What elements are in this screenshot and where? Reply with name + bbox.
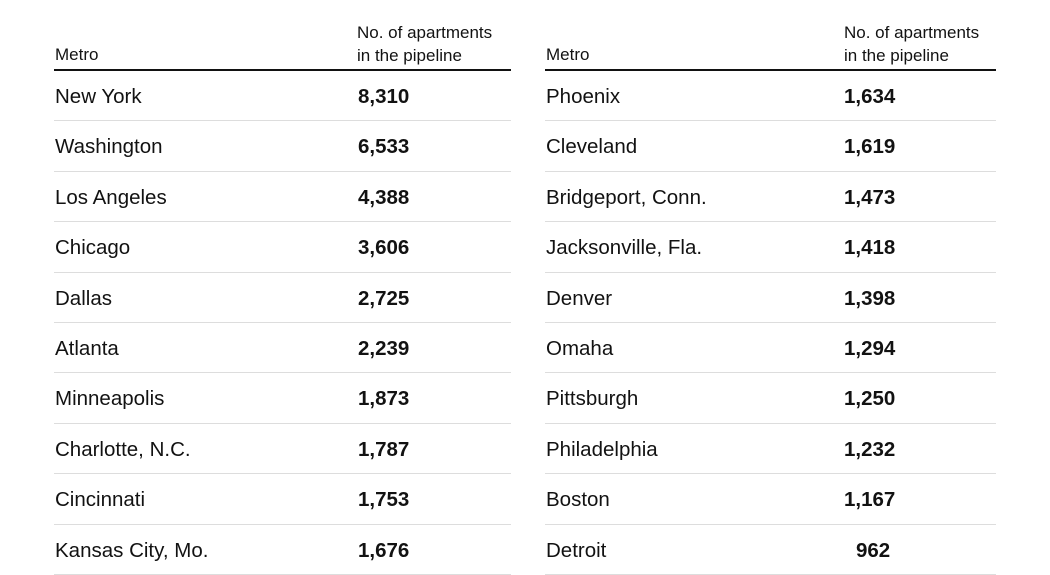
value-cell: 1,634: [844, 85, 896, 108]
value-cell: 1,398: [844, 286, 896, 310]
metro-cell: Bridgeport, Conn.: [546, 185, 707, 209]
metro-cell: Cincinnati: [55, 488, 146, 512]
table-row: Philadelphia 1,232: [545, 424, 996, 475]
value-cell: 962: [856, 538, 891, 562]
value-cell: 1,676: [358, 538, 410, 562]
table-row: Phoenix 1,634: [545, 71, 996, 122]
table-row: New York 8,310: [54, 71, 511, 122]
metro-cell: Jacksonville, Fla.: [546, 236, 703, 260]
value-header-line-2: in the pipeline: [357, 46, 462, 65]
metro-column-header: Metro: [546, 45, 590, 64]
table-row: Bridgeport, Conn. 1,473: [545, 172, 996, 223]
metro-cell: Cleveland: [546, 135, 638, 159]
table-left: Metro No. of apartments in the pipeline …: [54, 0, 511, 575]
table-row: Omaha 1,294: [545, 323, 996, 374]
value-cell: 1,167: [844, 488, 896, 512]
value-cell: 1,473: [844, 185, 896, 209]
metro-cell: Los Angeles: [55, 185, 167, 209]
metro-cell: Atlanta: [55, 336, 119, 360]
metro-cell: Detroit: [546, 538, 607, 562]
table-row: Washington 6,533: [54, 121, 511, 172]
table-row: Charlotte, N.C. 1,787: [54, 424, 511, 475]
metro-column-header: Metro: [55, 45, 99, 64]
value-column-header: No. of apartments in the pipeline: [357, 21, 517, 67]
table-row: Cleveland 1,619: [545, 121, 996, 172]
table-row: Pittsburgh 1,250: [545, 373, 996, 424]
metro-cell: Phoenix: [546, 85, 621, 108]
value-cell: 8,310: [358, 85, 410, 108]
value-cell: 3,606: [358, 236, 410, 260]
table-row: Denver 1,398: [545, 273, 996, 323]
table-row: Atlanta 2,239: [54, 323, 511, 374]
table-row: Los Angeles 4,388: [54, 172, 511, 223]
metro-cell: Omaha: [546, 336, 614, 360]
value-header-line-1: No. of apartments: [357, 23, 493, 42]
value-cell: 6,533: [358, 135, 410, 159]
table-row: Cincinnati 1,753: [54, 474, 511, 525]
table-body: Phoenix 1,634 Cleveland 1,619 Bridgeport, Co…: [545, 71, 996, 575]
metro-cell: Washington: [55, 135, 163, 159]
metro-cell: New York: [55, 85, 142, 108]
table-header: Metro No. of apartments in the pipeline: [545, 0, 996, 71]
metro-cell: Philadelphia: [546, 437, 658, 461]
table-row: Chicago 3,606: [54, 222, 511, 273]
value-cell: 1,787: [358, 437, 410, 461]
table-body: New York 8,310 Washington 6,533 Los Angeles 4…: [54, 71, 511, 575]
table-header: Metro No. of apartments in the pipeline: [54, 0, 511, 71]
metro-cell: Charlotte, N.C.: [55, 437, 191, 461]
value-cell: 1,294: [844, 336, 896, 360]
value-cell: 1,873: [358, 387, 410, 411]
value-cell: 1,753: [358, 488, 410, 512]
value-cell: 1,232: [844, 437, 896, 461]
table-row: Minneapolis 1,873: [54, 373, 511, 424]
metro-cell: Pittsburgh: [546, 387, 639, 411]
table-row: Jacksonville, Fla. 1,418: [545, 222, 996, 273]
value-column-header: No. of apartments in the pipeline: [844, 21, 1004, 67]
table-row: Boston 1,167: [545, 474, 996, 525]
value-cell: 1,418: [844, 236, 896, 260]
value-header-line-1: No. of apartments: [844, 23, 980, 42]
metro-cell: Minneapolis: [55, 387, 165, 411]
value-cell: 2,725: [358, 286, 410, 310]
metro-cell: Denver: [546, 286, 613, 310]
metro-cell: Dallas: [55, 286, 112, 310]
value-cell: 2,239: [358, 336, 410, 360]
metro-cell: Kansas City, Mo.: [55, 538, 209, 562]
value-cell: 1,619: [844, 135, 896, 159]
metro-cell: Boston: [546, 488, 610, 512]
value-cell: 1,250: [844, 387, 896, 411]
metro-cell: Chicago: [55, 236, 131, 260]
table-right: Metro No. of apartments in the pipeline …: [545, 0, 996, 575]
value-header-line-2: in the pipeline: [844, 46, 949, 65]
value-cell: 4,388: [358, 185, 410, 209]
table-row: Dallas 2,725: [54, 273, 511, 323]
